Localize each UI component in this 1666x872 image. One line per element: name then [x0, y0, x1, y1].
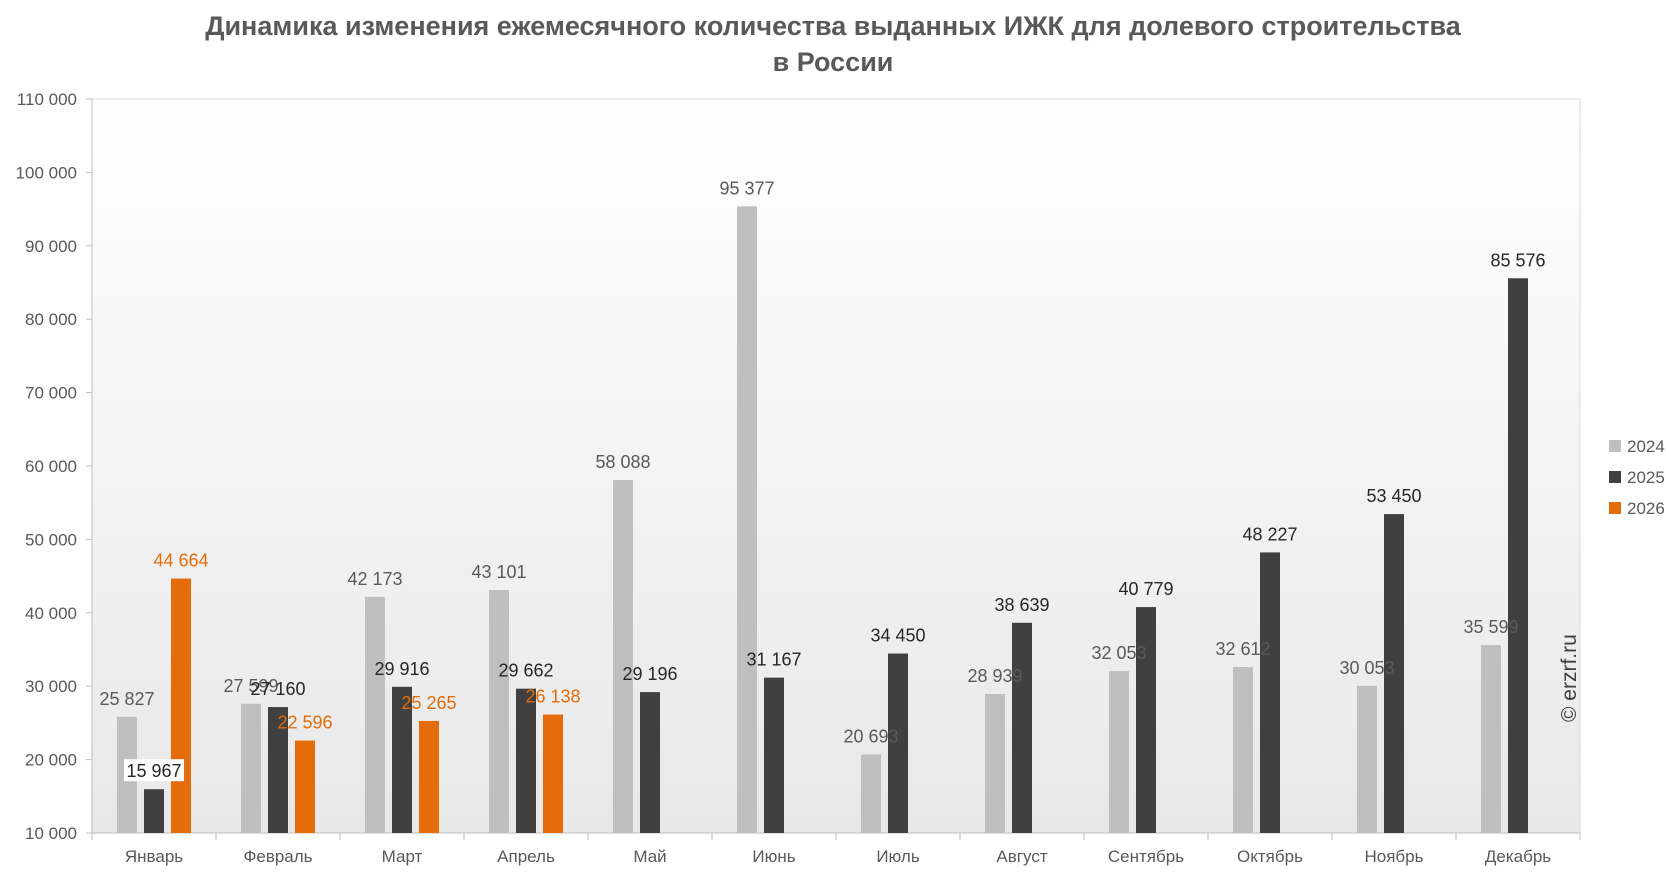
bar-2024 — [1481, 645, 1501, 833]
y-tick-label: 50 000 — [25, 530, 77, 549]
bar-2025 — [640, 692, 660, 833]
bar-2025 — [1384, 514, 1404, 833]
x-tick-label: Декабрь — [1485, 847, 1551, 866]
bar-2025 — [144, 789, 164, 833]
chart-title-line-1: Динамика изменения ежемесячного количест… — [205, 11, 1461, 41]
data-label-2024: 58 088 — [595, 452, 650, 472]
bar-2024 — [489, 590, 509, 833]
x-tick-label: Октябрь — [1237, 847, 1303, 866]
data-label-2025: 15 967 — [126, 761, 181, 781]
x-tick-label: Сентябрь — [1108, 847, 1184, 866]
data-label-2025: 85 576 — [1490, 250, 1545, 270]
data-label-2025: 31 167 — [746, 650, 801, 670]
bar-series-group — [117, 206, 1528, 833]
data-label-2024: 20 693 — [843, 727, 898, 747]
bar-2024 — [737, 206, 757, 833]
data-label-2024: 27 599 — [223, 676, 278, 696]
bar-2025 — [1136, 607, 1156, 833]
data-label-2024: 42 173 — [347, 569, 402, 589]
x-tick-label: Май — [633, 847, 666, 866]
chart-title-line-2: в России — [772, 47, 894, 77]
bar-2026 — [295, 740, 315, 833]
y-tick-label: 10 000 — [25, 824, 77, 843]
watermark-text: © erzrf.ru — [1558, 634, 1581, 722]
legend-label-2025: 2025 — [1627, 468, 1665, 487]
plot-area-background — [91, 98, 1581, 834]
data-label-2024: 30 053 — [1339, 658, 1394, 678]
data-label-2024: 32 053 — [1091, 643, 1146, 663]
bar-2024 — [861, 754, 881, 833]
data-label-2024: 35 599 — [1463, 617, 1518, 637]
bar-2026 — [171, 578, 191, 833]
legend-label-2024: 2024 — [1627, 437, 1665, 456]
x-axis: Январь Февраль Март Апрель Май Июнь Июль Август… — [91, 832, 1581, 866]
y-tick-label: 30 000 — [25, 677, 77, 696]
data-label-2026: 25 265 — [401, 693, 456, 713]
legend-label-2026: 2026 — [1627, 499, 1665, 518]
y-tick-label: 90 000 — [25, 237, 77, 256]
data-label-2025: 29 196 — [622, 664, 677, 684]
bar-2026 — [543, 714, 563, 833]
bar-2024 — [365, 596, 385, 833]
data-label-2025: 48 227 — [1242, 524, 1297, 544]
data-label-2026: 44 664 — [153, 551, 208, 571]
legend-swatch-2024 — [1609, 440, 1621, 452]
bar-2025 — [1012, 622, 1032, 833]
data-label-2024: 25 827 — [99, 689, 154, 709]
y-tick-label: 70 000 — [25, 384, 77, 403]
y-tick-label: 60 000 — [25, 457, 77, 476]
data-label-2024: 43 101 — [471, 562, 526, 582]
data-label-2025: 40 779 — [1118, 579, 1173, 599]
data-label-2024: 32 612 — [1215, 639, 1270, 659]
x-tick-label: Июль — [876, 847, 920, 866]
data-label-2025: 34 450 — [870, 626, 925, 646]
x-tick-label: Ноябрь — [1365, 847, 1424, 866]
data-label-2026: 22 596 — [277, 713, 332, 733]
x-tick-label: Март — [382, 847, 423, 866]
bar-2025 — [1508, 278, 1528, 833]
bar-2024 — [613, 480, 633, 833]
legend-swatch-2026 — [1609, 502, 1621, 514]
bar-2025 — [392, 686, 412, 833]
data-label-2025: 38 639 — [994, 595, 1049, 615]
y-axis: 10 000 20 000 30 000 40 000 50 000 60 000 70 0… — [16, 90, 93, 843]
bar-2024 — [1109, 671, 1129, 833]
x-tick-label: Февраль — [243, 847, 312, 866]
data-label-2026: 26 138 — [525, 687, 580, 707]
bar-2025 — [888, 653, 908, 833]
legend: 2024 2025 2026 — [1609, 437, 1665, 518]
y-tick-label: 80 000 — [25, 310, 77, 329]
bar-2025 — [764, 677, 784, 833]
legend-swatch-2025 — [1609, 471, 1621, 483]
bar-2024 — [1357, 685, 1377, 833]
data-label-background — [124, 759, 184, 782]
y-tick-label: 20 000 — [25, 751, 77, 770]
data-label-2025: 29 662 — [498, 661, 553, 681]
y-tick-label: 100 000 — [16, 163, 77, 182]
x-tick-label: Июнь — [752, 847, 795, 866]
bar-2024 — [985, 693, 1005, 833]
bar-2025 — [268, 707, 288, 833]
bar-2024 — [241, 703, 261, 833]
x-tick-label: Апрель — [497, 847, 555, 866]
bar-2025 — [516, 688, 536, 833]
data-label-2025: 53 450 — [1366, 486, 1421, 506]
chart-title: Динамика изменения ежемесячного количест… — [0, 8, 1666, 80]
data-label-2025: 29 916 — [374, 659, 429, 679]
x-tick-label: Август — [996, 847, 1047, 866]
bar-2026 — [419, 720, 439, 833]
data-label-2025: 27 160 — [250, 679, 305, 699]
data-labels-group: 25 827 27 599 42 173 43 101 58 088 95 377 20 6… — [99, 178, 1546, 782]
y-tick-label: 40 000 — [25, 604, 77, 623]
x-tick-label: Январь — [125, 847, 183, 866]
bar-2025 — [1260, 552, 1280, 833]
bar-2024 — [1233, 667, 1253, 833]
data-label-2024: 28 939 — [967, 666, 1022, 686]
data-label-2024: 95 377 — [719, 178, 774, 198]
y-tick-label: 110 000 — [17, 90, 77, 109]
